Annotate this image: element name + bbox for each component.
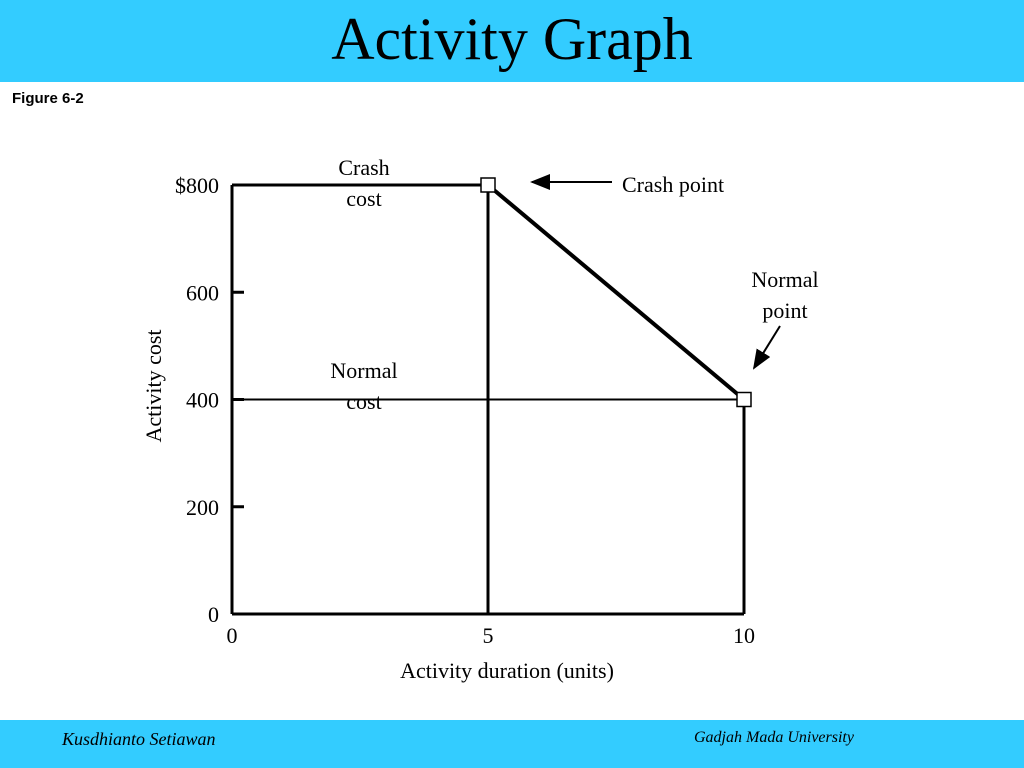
y-axis-label: Activity cost [141, 329, 166, 442]
y-tick-label: $800 [175, 173, 219, 198]
y-tick-label: 400 [186, 388, 219, 413]
y-tick-label: 0 [208, 602, 219, 627]
normal-point-label: Normal [751, 267, 818, 292]
normal-point-marker [736, 391, 752, 408]
footer-university: Gadjah Mada University [694, 729, 854, 746]
normal-cost-label-2: cost [346, 389, 381, 414]
y-tick-label: 200 [186, 495, 219, 520]
cost-slope-line [486, 183, 746, 402]
normal-point-label-2: point [762, 298, 807, 323]
crash-point-label: Crash point [622, 172, 724, 197]
x-axis-label: Activity duration (units) [400, 658, 614, 683]
normal-cost-label: Normal [330, 358, 397, 383]
slide-title: Activity Graph [331, 6, 693, 72]
y-tick-label: 600 [186, 280, 219, 305]
normal-point-arrow [752, 325, 781, 370]
crash-cost-label-2: cost [346, 186, 381, 211]
crash-cost-label: Crash [338, 155, 389, 180]
figure-label: Figure 6-2 [12, 90, 84, 107]
x-tick-label: 5 [483, 623, 494, 648]
crash-point-marker [480, 177, 496, 193]
footer-author: Kusdhianto Setiawan [62, 729, 216, 749]
x-tick-label: 10 [733, 623, 755, 648]
title-banner [0, 0, 1024, 82]
x-tick-label: 0 [227, 623, 238, 648]
footer-banner [0, 720, 1024, 768]
